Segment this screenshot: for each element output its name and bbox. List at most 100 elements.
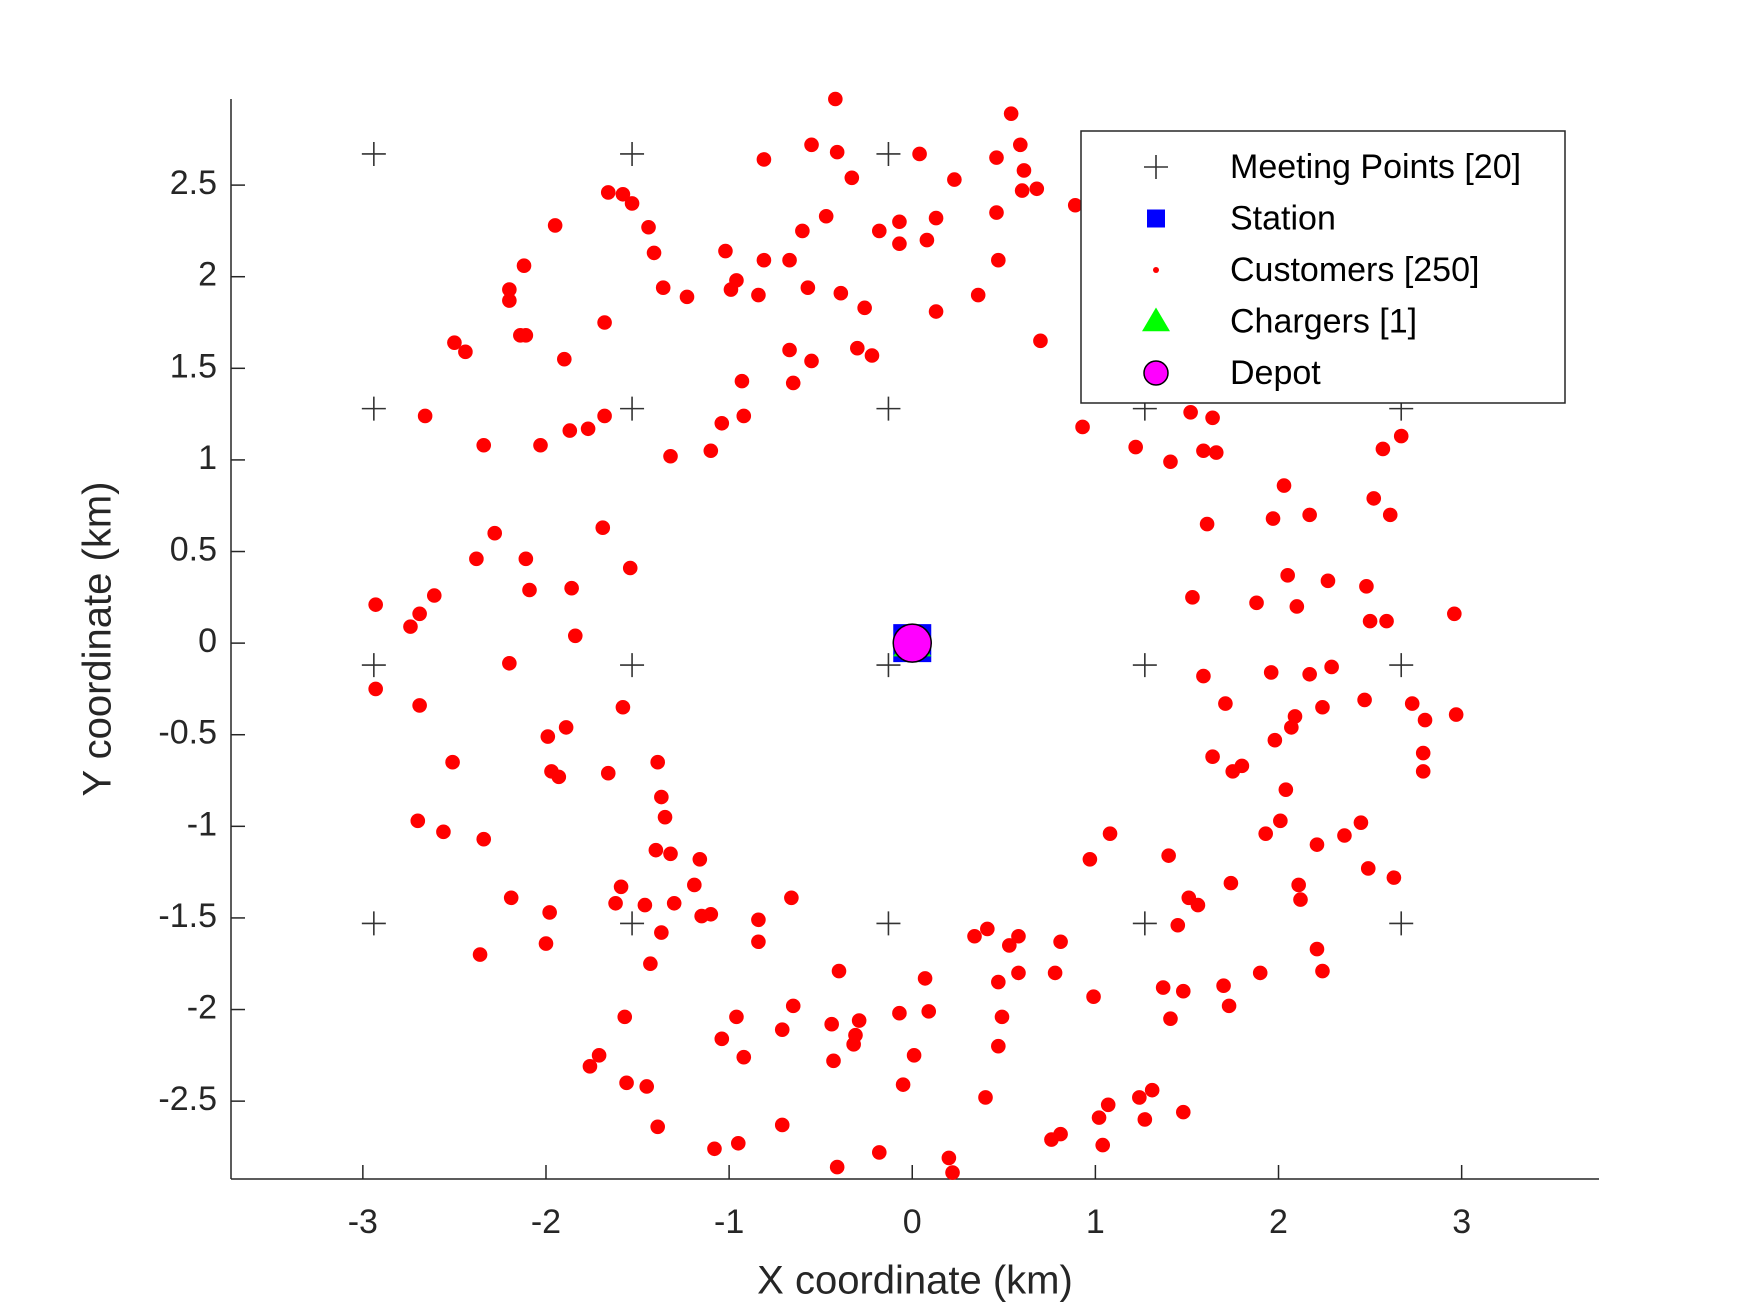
point [804, 137, 819, 153]
point [751, 912, 766, 928]
point [1265, 511, 1281, 526]
point [871, 223, 887, 239]
y-tick-label: 1 [198, 439, 217, 477]
point [892, 623, 933, 663]
point [622, 560, 638, 576]
point [1404, 696, 1420, 711]
point [1047, 965, 1063, 981]
point [1086, 989, 1101, 1005]
point [657, 809, 673, 825]
point [417, 408, 433, 424]
point [597, 315, 612, 330]
point [624, 196, 640, 211]
point [851, 1013, 867, 1028]
point [542, 905, 557, 920]
point [1221, 998, 1237, 1014]
point [410, 813, 426, 829]
point [723, 282, 739, 297]
point [547, 218, 563, 233]
point [921, 1004, 937, 1019]
point [829, 144, 845, 160]
point [540, 729, 556, 744]
point [361, 396, 386, 421]
point [989, 150, 1004, 165]
point [1417, 712, 1433, 728]
point [412, 698, 427, 713]
point [795, 223, 810, 239]
point [1155, 980, 1171, 995]
point [1216, 978, 1231, 994]
point [1100, 1097, 1116, 1113]
point [472, 947, 488, 962]
point [361, 141, 386, 166]
point [707, 1141, 722, 1157]
point [551, 769, 567, 785]
point [650, 1119, 665, 1135]
point [502, 282, 517, 297]
point [447, 335, 462, 350]
point [1183, 404, 1198, 420]
point [833, 285, 849, 301]
legend-symbol [1147, 209, 1165, 228]
point [615, 699, 631, 715]
point [403, 619, 418, 634]
point [533, 437, 548, 453]
point [941, 1150, 957, 1166]
point [1132, 653, 1157, 678]
point [1389, 911, 1414, 936]
point [641, 219, 656, 235]
point [646, 245, 662, 261]
point [619, 1075, 634, 1091]
point [928, 304, 944, 319]
point [368, 681, 383, 697]
point [876, 653, 901, 678]
point [991, 974, 1006, 990]
point [774, 1022, 790, 1037]
point [831, 963, 847, 979]
point [784, 890, 799, 906]
point [756, 152, 772, 167]
point [580, 421, 596, 437]
point [876, 141, 901, 166]
point [824, 1016, 839, 1032]
point [1315, 699, 1330, 715]
point [620, 653, 645, 678]
point [648, 842, 664, 858]
legend-label: Meeting Points [20] [1230, 148, 1521, 186]
point [1415, 745, 1431, 761]
point [1448, 707, 1464, 722]
point [846, 1037, 861, 1052]
legend-symbol [1153, 267, 1159, 273]
point [785, 375, 801, 391]
point [751, 934, 766, 950]
point [558, 720, 574, 735]
point [557, 351, 572, 367]
point [582, 1059, 598, 1074]
point [1029, 181, 1045, 197]
legend-label: Chargers [1] [1230, 302, 1417, 340]
point [564, 580, 579, 596]
point [785, 998, 801, 1014]
point [637, 897, 653, 913]
point [1280, 568, 1295, 583]
point [654, 925, 669, 940]
point [1273, 813, 1288, 829]
point [871, 1145, 887, 1160]
legend-box [1080, 130, 1566, 404]
point [1289, 599, 1305, 614]
point [538, 936, 554, 951]
legend-label: Station [1230, 199, 1336, 237]
point [1161, 848, 1176, 863]
point [994, 1009, 1010, 1025]
point [991, 252, 1006, 268]
point [774, 1117, 790, 1133]
point [1320, 573, 1336, 589]
point [1284, 720, 1299, 735]
y-tick-label: -1 [187, 805, 217, 843]
point [1309, 837, 1325, 852]
point [1386, 870, 1402, 885]
point [1185, 590, 1200, 605]
point [1276, 478, 1292, 493]
